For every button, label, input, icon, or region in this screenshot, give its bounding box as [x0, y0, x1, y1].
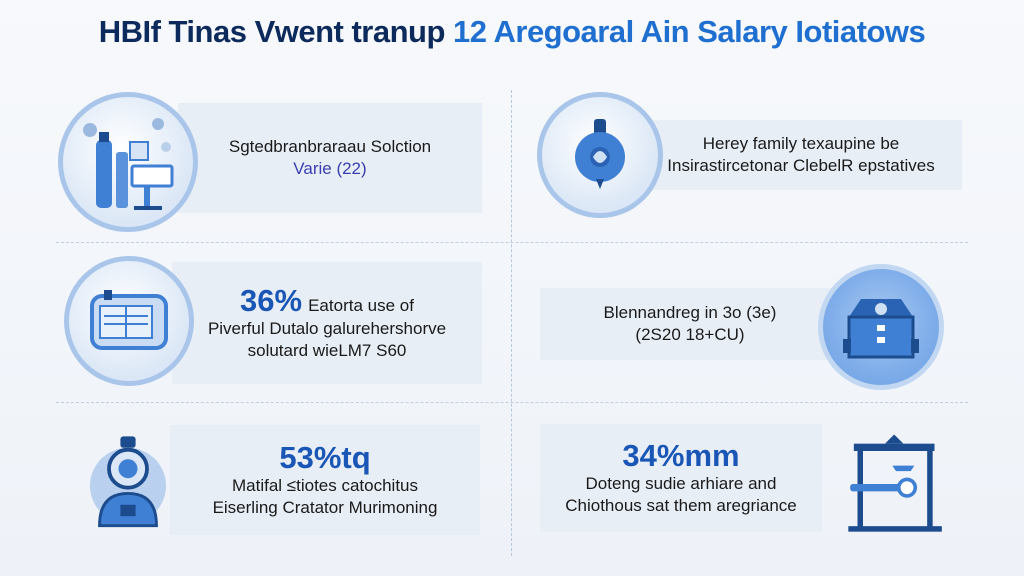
info-card-2: Herey family texaupine be Insirastirceto… [640, 120, 962, 190]
info-card-4: Blennandreg in 3o (3e) (2S20 18+CU) [540, 288, 840, 360]
card-6-line-2: Chiothous sat them aregriance [565, 496, 797, 515]
card-1-line-1: Sgtedbranbraraau Solction [228, 137, 432, 156]
robot-figure-icon [66, 420, 190, 544]
card-5-line-1: Matifal ≤tiotes catochitus [231, 476, 419, 495]
card-5-line-2: Eiserling Cratator Murimoning [212, 498, 438, 517]
horizontal-divider-1 [56, 242, 968, 243]
title-part-2: 12 Aregoaral Ain Salary Iotiatows [453, 14, 926, 49]
title-part-1: HBIf Tinas Vwent tranup [98, 14, 446, 49]
document-folder-icon [64, 256, 194, 386]
card-1-line-2: Varie (22) [293, 159, 367, 178]
tools-frame-icon [836, 426, 956, 542]
medal-icon [537, 92, 663, 218]
card-2-line-2: Insirastircetonar ClebelR epstatives [667, 156, 935, 175]
building-icon [818, 264, 944, 390]
card-3-stat: 36% [240, 283, 303, 318]
info-card-1: Sgtedbranbraraau Solction Varie (22) [178, 103, 482, 213]
card-2-line-1: Herey family texaupine be [702, 134, 900, 153]
card-4-line-2: (2S20 18+CU) [635, 325, 745, 344]
info-card-5: 53%tq Matifal ≤tiotes catochitus Eiserli… [170, 425, 480, 535]
card-3-line-2: solutard wieLM7 S60 [247, 341, 407, 360]
info-card-6: 34%mm Doteng sudie arhiare and Chiothous… [540, 424, 822, 532]
page-title: HBIf Tinas Vwent tranup 12 Aregoaral Ain… [0, 14, 1024, 50]
card-4-line-1: Blennandreg in 3o (3e) [603, 303, 777, 322]
horizontal-divider-2 [56, 402, 968, 403]
card-6-line-1: Doteng sudie arhiare and [585, 474, 777, 493]
card-6-stat: 34%mm [622, 438, 740, 473]
card-5-stat: 53%tq [279, 440, 371, 475]
card-3-stat-suffix: Eatorta use of [308, 296, 414, 315]
vertical-divider [511, 90, 512, 556]
info-card-3: 36% Eatorta use of Piverful Dutalo galur… [172, 262, 482, 384]
lab-equipment-icon [58, 92, 198, 232]
card-3-line-1: Piverful Dutalo galurehershorve [207, 319, 447, 338]
